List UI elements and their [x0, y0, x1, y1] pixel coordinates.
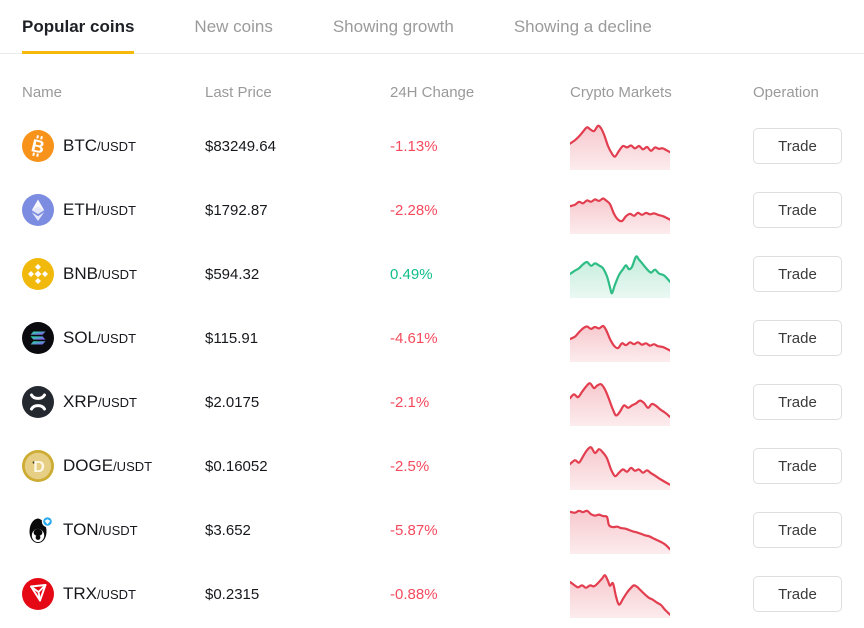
- coin-pair: /USDT: [97, 266, 137, 282]
- coin-change: -2.1%: [390, 393, 430, 411]
- coin-price: $594.32: [205, 265, 260, 283]
- coin-name-cell: ETH/USDT: [22, 194, 205, 226]
- coin-price: $3.652: [205, 521, 251, 539]
- tab-popular-coins[interactable]: Popular coins: [22, 0, 135, 54]
- coin-pair: /USDT: [97, 394, 137, 410]
- coin-pair: /USDT: [97, 330, 137, 346]
- table-row: B BTC/USDT $83249.64 -1.13% Trade: [0, 114, 864, 178]
- col-header-24h-change: 24H Change: [390, 83, 475, 101]
- coin-pair: /USDT: [113, 458, 153, 474]
- coin-price: $0.2315: [205, 585, 260, 603]
- trade-button[interactable]: Trade: [753, 448, 842, 484]
- eth-icon: [22, 194, 54, 226]
- coin-pair: /USDT: [97, 586, 136, 602]
- table-header-row: Name Last Price 24H Change Crypto Market…: [0, 70, 864, 114]
- coin-name-cell: TON/USDT: [22, 514, 205, 546]
- coin-table: B BTC/USDT $83249.64 -1.13% Trade ETH/US…: [0, 114, 864, 626]
- trade-button[interactable]: Trade: [753, 192, 842, 228]
- tab-showing-a-decline[interactable]: Showing a decline: [513, 16, 652, 36]
- col-header-crypto-markets: Crypto Markets: [570, 83, 672, 101]
- coin-symbol: XRP: [63, 392, 98, 411]
- trx-icon: [22, 578, 54, 610]
- sparkline-chart: [570, 255, 670, 298]
- coin-symbol: BTC: [63, 136, 97, 155]
- tab-showing-growth[interactable]: Showing growth: [332, 16, 454, 36]
- table-row: D DOGE/USDT $0.16052 -2.5% Trade: [0, 434, 864, 498]
- coin-symbol: DOGE: [63, 456, 114, 475]
- trade-button[interactable]: Trade: [753, 128, 842, 164]
- coin-symbol: TON: [63, 520, 99, 539]
- coin-price: $2.0175: [205, 393, 260, 411]
- sparkline-chart: [570, 382, 670, 426]
- col-header-last-price: Last Price: [205, 83, 272, 101]
- svg-text:D: D: [33, 459, 45, 476]
- trade-button[interactable]: Trade: [753, 512, 842, 548]
- sparkline-chart: [570, 574, 670, 618]
- sparkline-chart: [570, 124, 670, 170]
- xrp-icon: [22, 386, 54, 418]
- coin-symbol: SOL: [63, 328, 98, 347]
- table-row: TRX/USDT $0.2315 -0.88% Trade: [0, 562, 864, 626]
- btc-icon: B: [22, 130, 54, 162]
- trade-button[interactable]: Trade: [753, 320, 842, 356]
- trade-button[interactable]: Trade: [753, 256, 842, 292]
- sparkline-chart: [570, 446, 670, 490]
- tab-new-coins[interactable]: New coins: [194, 16, 273, 36]
- sparkline-chart: [570, 509, 670, 554]
- sol-icon: [22, 322, 54, 354]
- col-header-name: Name: [22, 83, 63, 101]
- col-header-operation: Operation: [753, 83, 819, 101]
- coin-name-cell: B BTC/USDT: [22, 130, 205, 162]
- sparkline-chart: [570, 324, 670, 362]
- svg-text:B: B: [29, 135, 46, 157]
- doge-icon: D: [22, 450, 54, 482]
- table-row: SOL/USDT $115.91 -4.61% Trade: [0, 306, 864, 370]
- table-row: BNB/USDT $594.32 0.49% Trade: [0, 242, 864, 306]
- coin-change: -2.5%: [390, 457, 430, 475]
- table-row: ETH/USDT $1792.87 -2.28% Trade: [0, 178, 864, 242]
- table-row: TON/USDT $3.652 -5.87% Trade: [0, 498, 864, 562]
- coin-symbol: ETH: [63, 200, 97, 219]
- coin-price: $0.16052: [205, 457, 268, 475]
- coin-symbol: TRX: [63, 584, 97, 603]
- coin-name-cell: SOL/USDT: [22, 322, 205, 354]
- coin-name-cell: TRX/USDT: [22, 578, 205, 610]
- coin-pair: /USDT: [97, 138, 136, 154]
- trade-button[interactable]: Trade: [753, 384, 842, 420]
- sparkline-chart: [570, 197, 670, 234]
- coin-price: $1792.87: [205, 201, 268, 219]
- coin-change: -0.88%: [390, 585, 438, 603]
- coin-change: -5.87%: [390, 521, 438, 539]
- coin-change: -1.13%: [390, 137, 438, 155]
- coin-price: $115.91: [205, 329, 259, 347]
- trade-button[interactable]: Trade: [753, 576, 842, 612]
- ton-icon: [29, 515, 54, 543]
- bnb-icon: [22, 258, 54, 290]
- coin-name-cell: BNB/USDT: [22, 258, 205, 290]
- coin-change: 0.49%: [390, 265, 433, 283]
- coin-symbol: BNB: [63, 264, 98, 283]
- coin-name-cell: D DOGE/USDT: [22, 450, 205, 482]
- tab-bar: Popular coins New coins Showing growth S…: [0, 0, 864, 54]
- coin-pair: /USDT: [98, 522, 138, 538]
- coin-name-cell: XRP/USDT: [22, 386, 205, 418]
- table-row: XRP/USDT $2.0175 -2.1% Trade: [0, 370, 864, 434]
- coin-change: -2.28%: [390, 201, 438, 219]
- coin-change: -4.61%: [390, 329, 438, 347]
- coin-pair: /USDT: [97, 202, 136, 218]
- coin-price: $83249.64: [205, 137, 276, 155]
